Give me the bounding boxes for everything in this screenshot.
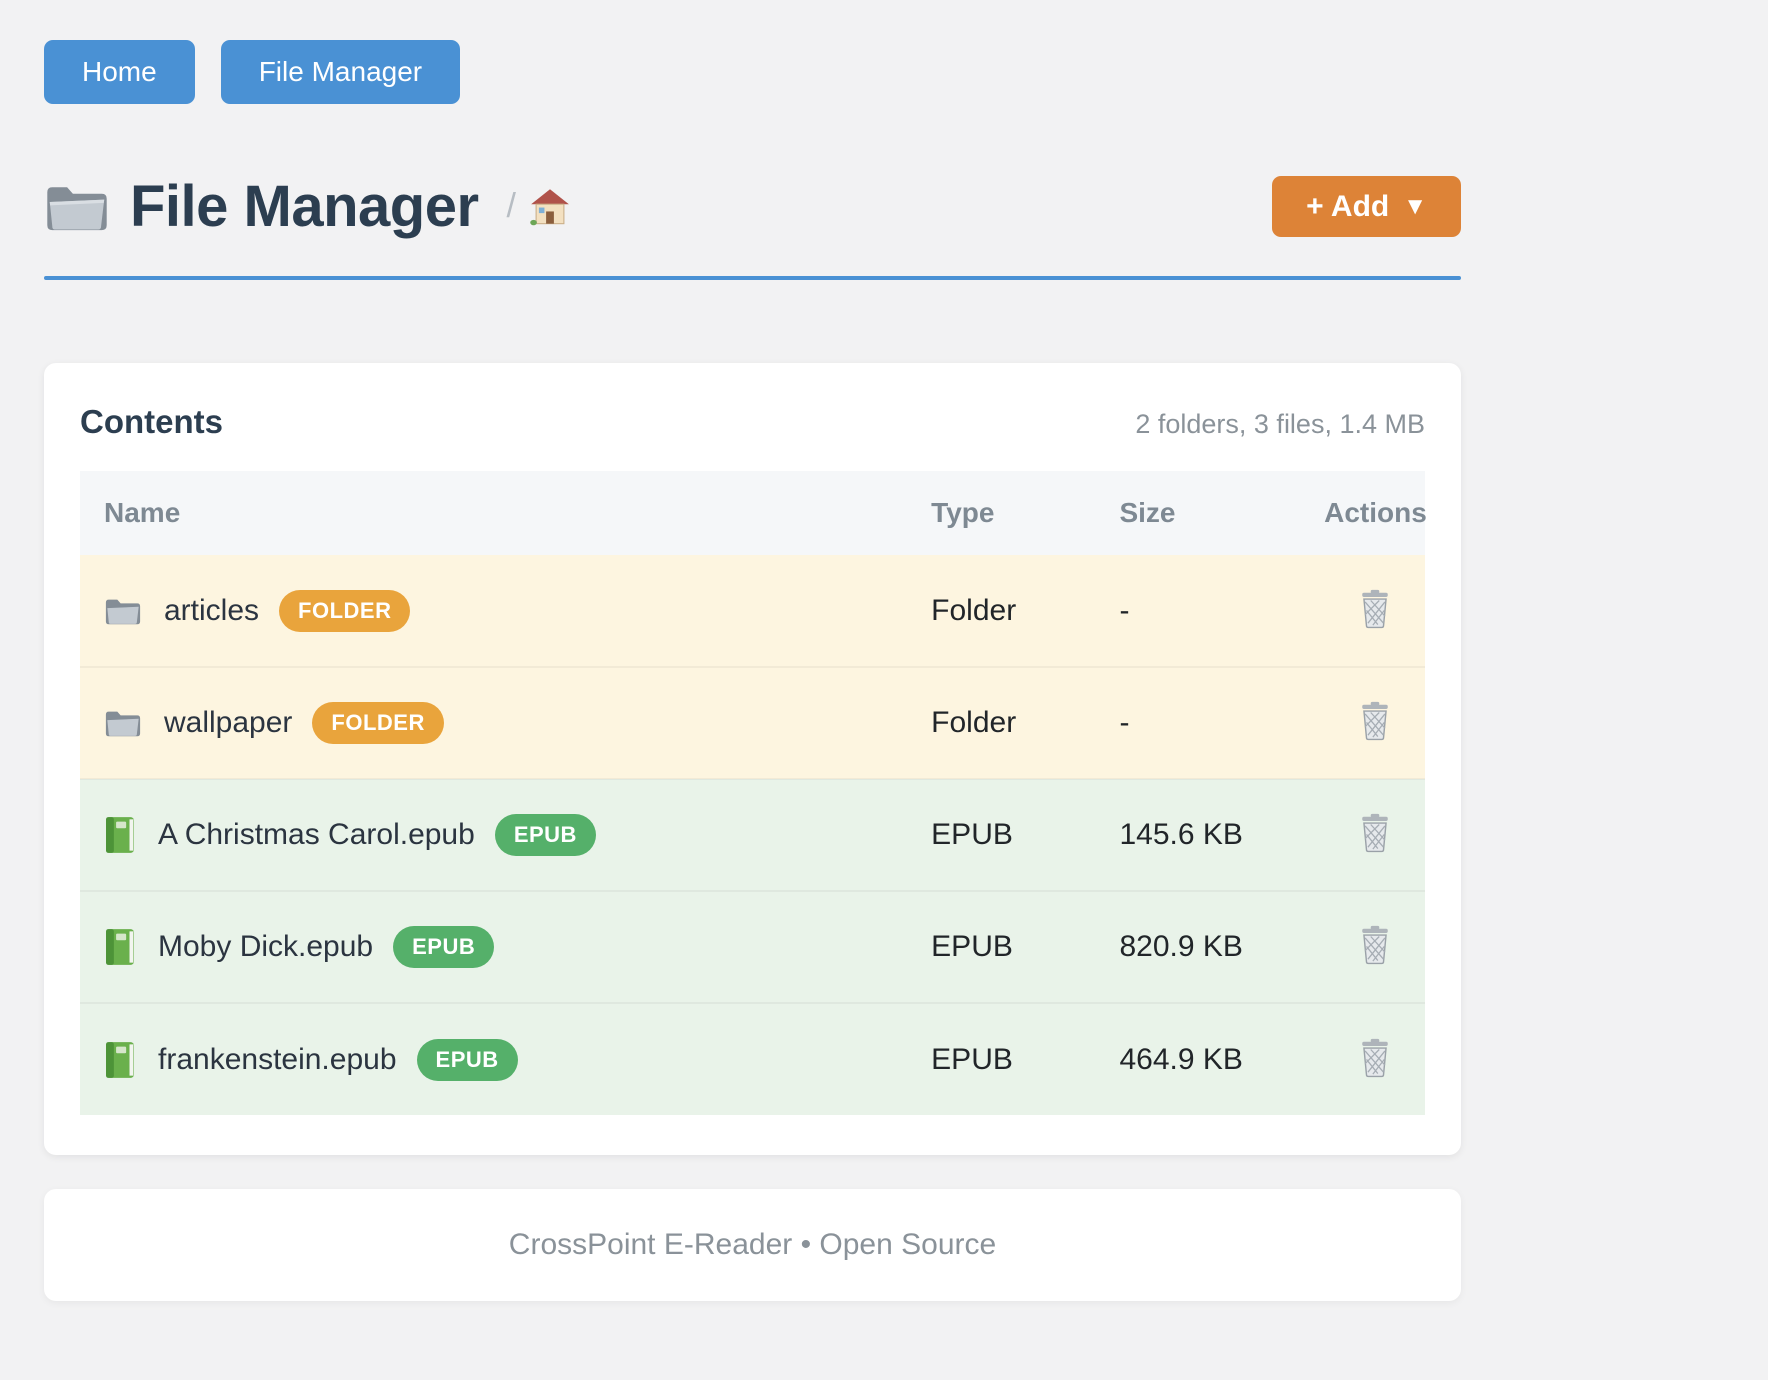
add-button[interactable]: + Add ▼ <box>1272 176 1461 237</box>
page-title: File Manager <box>130 174 479 239</box>
folder-icon <box>105 711 141 737</box>
table-row[interactable]: articles FOLDER Folder - <box>80 555 1425 668</box>
file-name[interactable]: wallpaper <box>164 706 293 739</box>
delete-button[interactable] <box>1354 809 1396 857</box>
file-type: Folder <box>907 555 1096 668</box>
contents-heading: Contents <box>80 403 223 440</box>
contents-summary: 2 folders, 3 files, 1.4 MB <box>1135 409 1425 439</box>
file-size: 145.6 KB <box>1095 779 1325 892</box>
trash-icon <box>1361 1038 1388 1077</box>
top-nav: Home File Manager <box>44 0 1461 104</box>
file-name[interactable]: articles <box>164 593 260 627</box>
table-row[interactable]: Moby Dick.epub EPUB EPUB 820.9 KB <box>80 891 1425 1004</box>
table-row[interactable]: frankenstein.epub EPUB EPUB 464.9 KB <box>80 1003 1425 1115</box>
trash-icon <box>1361 925 1388 965</box>
contents-card-header: Contents 2 folders, 3 files, 1.4 MB <box>80 403 1425 441</box>
epub-badge: EPUB <box>416 1038 518 1081</box>
title-divider <box>44 276 1461 280</box>
trash-icon <box>1361 589 1388 628</box>
file-table: Name Type Size Actions articles FOLDER F… <box>80 471 1427 1115</box>
book-icon <box>106 817 134 853</box>
file-size: 820.9 KB <box>1095 891 1325 1004</box>
file-type: EPUB <box>907 779 1096 892</box>
file-manager-nav-button[interactable]: File Manager <box>220 40 461 104</box>
file-size: - <box>1095 555 1325 668</box>
folder-badge: FOLDER <box>279 589 411 632</box>
folder-icon <box>105 599 141 624</box>
table-header-row: Name Type Size Actions <box>80 471 1427 555</box>
epub-badge: EPUB <box>393 926 495 968</box>
epub-badge: EPUB <box>494 814 596 856</box>
house-icon[interactable] <box>530 188 570 226</box>
file-type: EPUB <box>907 891 1096 1004</box>
file-name[interactable]: A Christmas Carol.epub <box>158 818 475 851</box>
column-header-size: Size <box>1095 471 1325 555</box>
file-name[interactable]: frankenstein.epub <box>158 1042 397 1076</box>
page-header: File Manager / + Add ▼ <box>44 173 1461 240</box>
add-button-label: + Add <box>1306 189 1390 223</box>
breadcrumb: / <box>507 187 570 226</box>
book-icon <box>106 929 134 965</box>
folder-icon <box>47 186 107 230</box>
delete-button[interactable] <box>1354 1034 1396 1082</box>
delete-button[interactable] <box>1354 697 1396 745</box>
file-size: - <box>1095 667 1325 780</box>
delete-button[interactable] <box>1354 921 1396 969</box>
footer-card: CrossPoint E-Reader • Open Source <box>44 1189 1461 1301</box>
column-header-type: Type <box>907 471 1096 555</box>
table-row[interactable]: A Christmas Carol.epub EPUB EPUB 145.6 K… <box>80 779 1425 892</box>
footer-text: CrossPoint E-Reader • Open Source <box>508 1228 997 1261</box>
file-name[interactable]: Moby Dick.epub <box>158 930 374 963</box>
book-icon <box>106 1041 134 1078</box>
file-type: Folder <box>907 667 1096 780</box>
page: Home File Manager File Manager / <box>44 0 1461 1301</box>
trash-icon <box>1361 701 1388 741</box>
file-size: 464.9 KB <box>1095 1003 1325 1115</box>
contents-card: Contents 2 folders, 3 files, 1.4 MB Name… <box>44 363 1461 1155</box>
column-header-actions: Actions <box>1324 471 1427 555</box>
title-group: File Manager / <box>44 173 570 240</box>
column-header-name: Name <box>80 471 908 555</box>
delete-button[interactable] <box>1354 585 1396 633</box>
file-type: EPUB <box>907 1003 1096 1115</box>
home-nav-button[interactable]: Home <box>44 40 195 104</box>
folder-badge: FOLDER <box>312 702 444 744</box>
chevron-down-icon: ▼ <box>1403 192 1427 220</box>
table-row[interactable]: wallpaper FOLDER Folder - <box>80 667 1425 780</box>
breadcrumb-separator: / <box>506 187 516 225</box>
trash-icon <box>1361 813 1388 853</box>
